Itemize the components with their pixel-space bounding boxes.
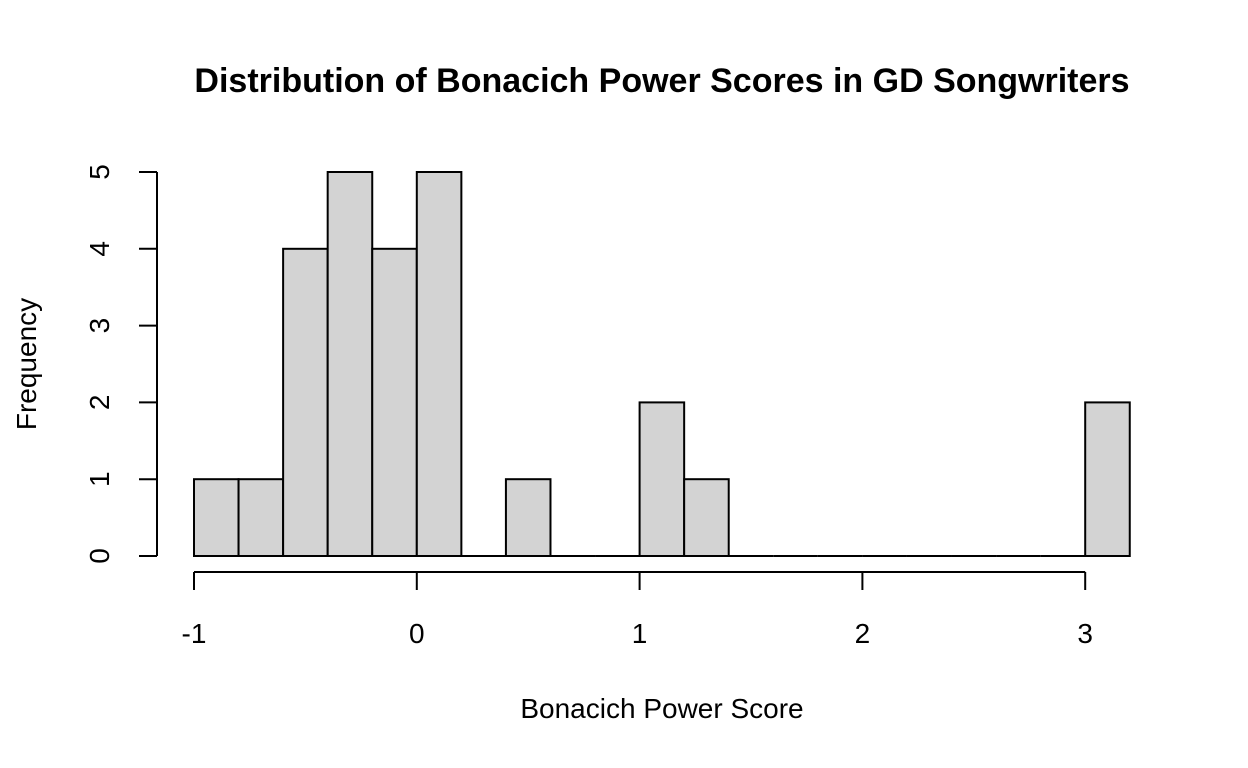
y-tick-label: 3 (84, 318, 115, 334)
bars-group (193, 171, 1131, 558)
histogram-bar (415, 171, 463, 557)
histogram-bar (638, 401, 686, 557)
histogram-bar (237, 478, 285, 558)
histogram-bar (326, 171, 374, 557)
x-tick-label: 1 (632, 618, 648, 649)
histogram-bar (193, 478, 240, 558)
histogram-bar (504, 478, 552, 558)
histogram-bar (683, 478, 730, 558)
x-axis: -1 0 1 2 3 (182, 571, 1093, 649)
x-axis-label: Bonacich Power Score (520, 693, 803, 724)
chart-title: Distribution of Bonacich Power Scores in… (194, 62, 1129, 100)
histogram-bar (282, 247, 329, 558)
y-tick-label: 4 (84, 241, 115, 257)
y-axis-label: Frequency (11, 298, 42, 430)
y-tick-label: 0 (84, 548, 115, 564)
y-tick-label: 1 (84, 471, 115, 487)
y-axis: 0 1 2 3 4 5 (84, 164, 158, 564)
x-tick-label: 2 (855, 618, 871, 649)
y-tick-label: 2 (84, 395, 115, 411)
histogram-bar (1084, 401, 1131, 557)
histogram-bar (371, 247, 418, 558)
x-tick-label: 3 (1077, 618, 1093, 649)
y-tick-label: 5 (84, 164, 115, 180)
x-tick-label: -1 (182, 618, 207, 649)
x-tick-label: 0 (409, 618, 425, 649)
